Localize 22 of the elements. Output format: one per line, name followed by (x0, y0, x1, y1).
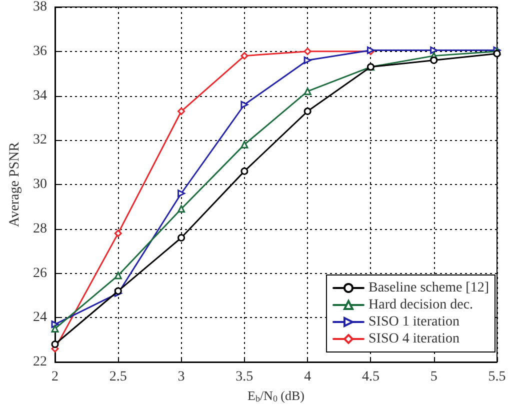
y-axis-title: Average PSNR (8, 141, 23, 227)
legend-label: SISO 4 iteration (368, 332, 460, 346)
y-tick-label: 22 (33, 354, 47, 370)
legend-label: Hard decision dec. (368, 298, 474, 312)
x-tick-label: 2.5 (109, 370, 127, 384)
y-tick-label: 24 (33, 310, 47, 326)
y-tick-label: 26 (33, 266, 47, 281)
x-tick-label: 3 (178, 370, 185, 384)
x-tick-label: 3.5 (236, 370, 254, 384)
y-tick-label: 36 (33, 44, 47, 59)
x-tick-label: 2 (52, 370, 58, 384)
y-tick-label: 32 (33, 132, 47, 148)
x-tick-label: 4 (304, 370, 312, 384)
y-tick-label: 38 (33, 0, 47, 14)
y-tick-label: 28 (33, 221, 47, 236)
legend-label: Baseline scheme [12] (368, 280, 490, 296)
x-tick-label: 5.5 (488, 370, 506, 384)
x-tick-label: 5 (430, 370, 438, 384)
legend-label: SISO 1 iteration (368, 314, 460, 330)
y-tick-label: 30 (33, 177, 47, 192)
x-tick-label: 4.5 (362, 370, 380, 384)
y-tick-label: 34 (33, 88, 47, 104)
